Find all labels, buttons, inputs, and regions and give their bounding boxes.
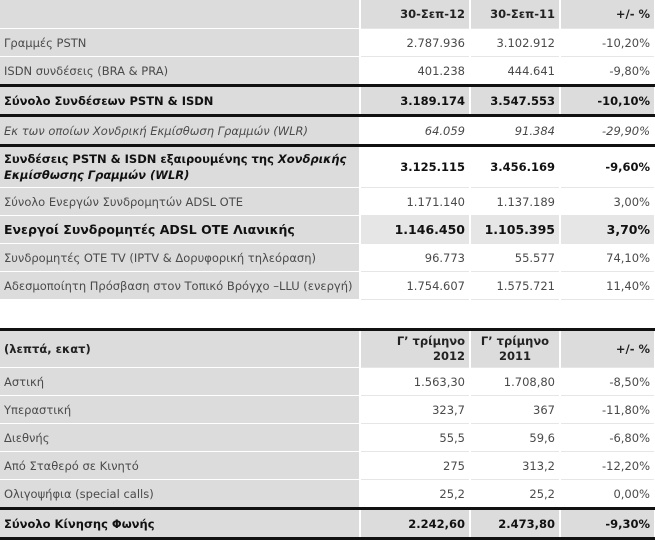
value-change: -8,50% bbox=[560, 367, 655, 396]
row-label-italic: Χονδρικής Εκμίσθωσης Γραμμών (WLR) bbox=[4, 152, 347, 182]
header-row: 30-Σεπ-12 30-Σεπ-11 +/- % bbox=[0, 0, 655, 29]
header-col-change: +/- % bbox=[560, 0, 655, 29]
value-2011: 367 bbox=[470, 395, 561, 424]
table-row: ISDN συνδέσεις (BRA & PRA) 401.238 444.6… bbox=[0, 56, 655, 86]
value-2012: 1.563,30 bbox=[360, 367, 471, 396]
value-change: 0,00% bbox=[560, 479, 655, 509]
table-row: Διεθνής 55,5 59,6 -6,80% bbox=[0, 423, 655, 452]
table-row: Από Σταθερό σε Κινητό 275 313,2 -12,20% bbox=[0, 451, 655, 480]
row-label: Σύνολο Συνδέσεων PSTN & ISDN bbox=[0, 84, 361, 117]
fixed-lines-table: 30-Σεπ-12 30-Σεπ-11 +/- % Γραμμές PSTN 2… bbox=[0, 0, 655, 300]
row-label: Συνδρομητές OTE TV (IPTV & Δορυφορική τη… bbox=[0, 243, 361, 272]
value-2012: 3.125.115 bbox=[360, 145, 471, 188]
table-row: Σύνολο Ενεργών Συνδρομητών ADSL OTE 1.17… bbox=[0, 187, 655, 216]
row-label: Σύνολο Κίνησης Φωνής bbox=[0, 507, 361, 540]
value-2012: 401.238 bbox=[360, 56, 471, 86]
value-change: -10,20% bbox=[560, 28, 655, 57]
header-col-2011: 30-Σεπ-11 bbox=[470, 0, 561, 29]
value-2012: 323,7 bbox=[360, 395, 471, 424]
value-change: -6,80% bbox=[560, 423, 655, 452]
value-change: 3,00% bbox=[560, 187, 655, 216]
value-2011: 3.547.553 bbox=[470, 84, 561, 117]
table-row: Συνδρομητές OTE TV (IPTV & Δορυφορική τη… bbox=[0, 243, 655, 272]
value-change: 3,70% bbox=[560, 215, 655, 244]
header-row: (λεπτά, εκατ) Γ’ τρίμηνο 2012 Γ’ τρίμηνο… bbox=[0, 328, 655, 368]
value-change: -9,60% bbox=[560, 145, 655, 188]
value-change: -10,10% bbox=[560, 84, 655, 117]
value-2012: 64.059 bbox=[360, 115, 471, 146]
row-label: Συνδέσεις PSTN & ISDN εξαιρουμένης της Χ… bbox=[0, 145, 361, 188]
row-label: ISDN συνδέσεις (BRA & PRA) bbox=[0, 56, 361, 86]
value-2012: 1.146.450 bbox=[360, 215, 471, 244]
value-change: -12,20% bbox=[560, 451, 655, 480]
row-label: Αστική bbox=[0, 367, 361, 396]
value-2012: 25,2 bbox=[360, 479, 471, 509]
total-row: Σύνολο Κίνησης Φωνής 2.242,60 2.473,80 -… bbox=[0, 507, 655, 540]
row-label: Γραμμές PSTN bbox=[0, 28, 361, 57]
value-2011: 1.708,80 bbox=[470, 367, 561, 396]
value-change: 74,10% bbox=[560, 243, 655, 272]
value-2012: 1.754.607 bbox=[360, 271, 471, 300]
value-2011: 25,2 bbox=[470, 479, 561, 509]
table-row: Αστική 1.563,30 1.708,80 -8,50% bbox=[0, 367, 655, 396]
value-2012: 55,5 bbox=[360, 423, 471, 452]
table-row: Γραμμές PSTN 2.787.936 3.102.912 -10,20% bbox=[0, 28, 655, 57]
value-2012: 3.189.174 bbox=[360, 84, 471, 117]
value-change: 11,40% bbox=[560, 271, 655, 300]
total-row: Σύνολο Συνδέσεων PSTN & ISDN 3.189.174 3… bbox=[0, 84, 655, 117]
value-change: -29,90% bbox=[560, 115, 655, 146]
header-col-2012: 30-Σεπ-12 bbox=[360, 0, 471, 29]
value-2012: 96.773 bbox=[360, 243, 471, 272]
row-label: Ολιγοψήφια (special calls) bbox=[0, 479, 361, 509]
table-row: Αδεσμοποίητη Πρόσβαση στον Τοπικό Βρόγχο… bbox=[0, 271, 655, 300]
row-label-main: Συνδέσεις PSTN & ISDN εξαιρουμένης της bbox=[4, 152, 278, 166]
value-2012: 1.171.140 bbox=[360, 187, 471, 216]
value-change: -9,80% bbox=[560, 56, 655, 86]
header-col-q3-2012: Γ’ τρίμηνο 2012 bbox=[360, 328, 471, 368]
row-label: Ενεργοί Συνδρομητές ADSL OTE Λιανικής bbox=[0, 215, 361, 244]
value-2011: 444.641 bbox=[470, 56, 561, 86]
row-label: Από Σταθερό σε Κινητό bbox=[0, 451, 361, 480]
table-row: Εκ των οποίων Χονδρική Εκμίσθωση Γραμμών… bbox=[0, 115, 655, 146]
value-2011: 2.473,80 bbox=[470, 507, 561, 540]
value-2011: 1.575.721 bbox=[470, 271, 561, 300]
value-2011: 3.102.912 bbox=[470, 28, 561, 57]
voice-traffic-table: (λεπτά, εκατ) Γ’ τρίμηνο 2012 Γ’ τρίμηνο… bbox=[0, 328, 655, 540]
value-change: -9,30% bbox=[560, 507, 655, 540]
table-row: Ολιγοψήφια (special calls) 25,2 25,2 0,0… bbox=[0, 479, 655, 509]
row-label: Σύνολο Ενεργών Συνδρομητών ADSL OTE bbox=[0, 187, 361, 216]
value-2011: 1.137.189 bbox=[470, 187, 561, 216]
row-label: Διεθνής bbox=[0, 423, 361, 452]
value-2012: 275 bbox=[360, 451, 471, 480]
header-label: (λεπτά, εκατ) bbox=[0, 328, 361, 368]
value-2011: 3.456.169 bbox=[470, 145, 561, 188]
row-label: Υπεραστική bbox=[0, 395, 361, 424]
value-2011: 91.384 bbox=[470, 115, 561, 146]
value-2012: 2.242,60 bbox=[360, 507, 471, 540]
value-2012: 2.787.936 bbox=[360, 28, 471, 57]
header-label bbox=[0, 0, 361, 29]
row-label: Εκ των οποίων Χονδρική Εκμίσθωση Γραμμών… bbox=[0, 115, 361, 146]
value-2011: 55.577 bbox=[470, 243, 561, 272]
value-2011: 313,2 bbox=[470, 451, 561, 480]
value-2011: 59,6 bbox=[470, 423, 561, 452]
table-row: Συνδέσεις PSTN & ISDN εξαιρουμένης της Χ… bbox=[0, 145, 655, 188]
value-2011: 1.105.395 bbox=[470, 215, 561, 244]
header-col-q3-2011: Γ’ τρίμηνο 2011 bbox=[470, 328, 561, 368]
row-label: Αδεσμοποίητη Πρόσβαση στον Τοπικό Βρόγχο… bbox=[0, 271, 361, 300]
value-change: -11,80% bbox=[560, 395, 655, 424]
header-col-change: +/- % bbox=[560, 328, 655, 368]
table-row: Υπεραστική 323,7 367 -11,80% bbox=[0, 395, 655, 424]
table-spacer bbox=[0, 300, 655, 328]
table-row: Ενεργοί Συνδρομητές ADSL OTE Λιανικής 1.… bbox=[0, 215, 655, 244]
